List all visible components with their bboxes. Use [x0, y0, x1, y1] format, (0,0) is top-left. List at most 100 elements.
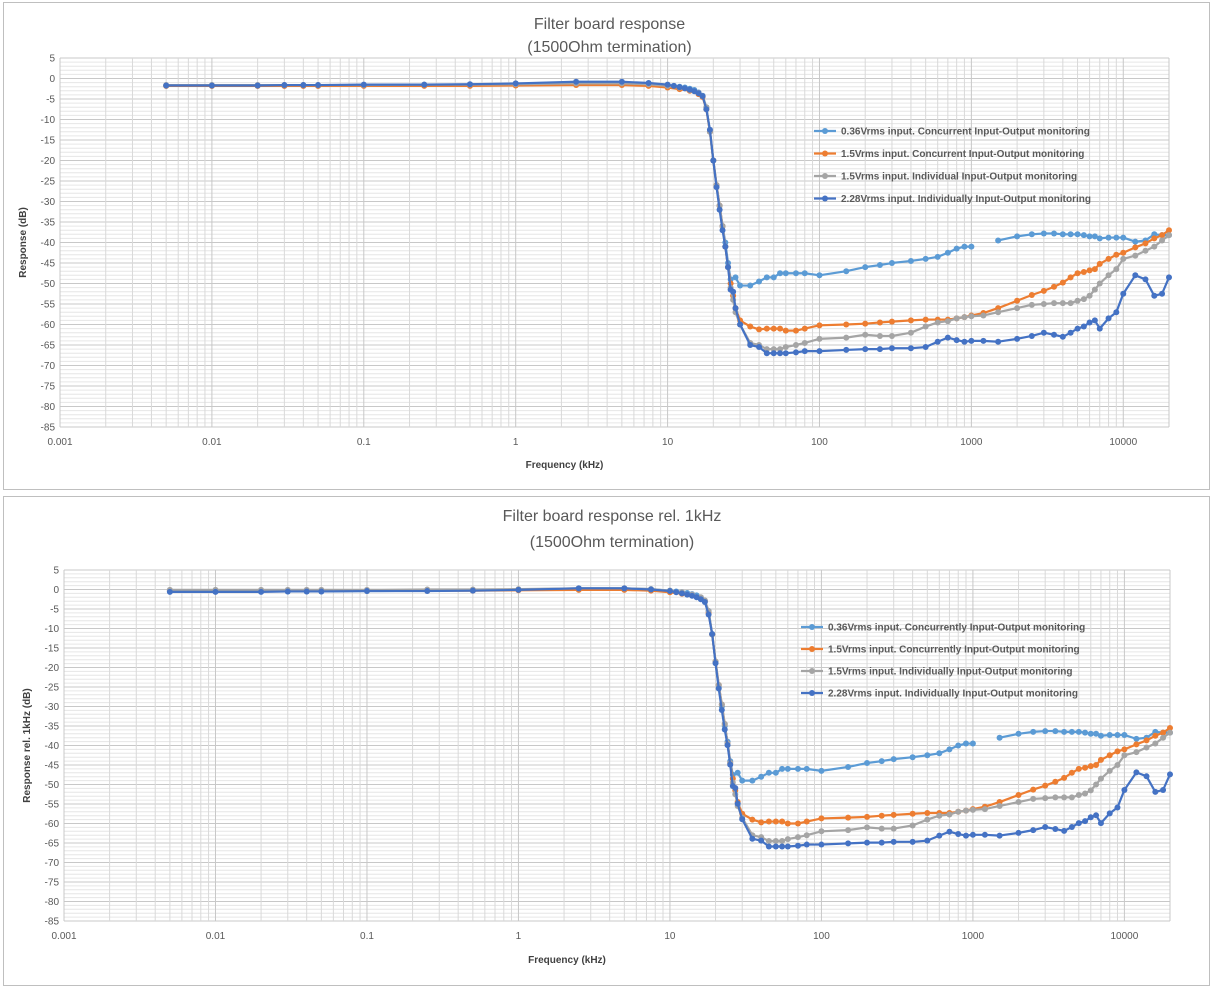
data-point	[713, 184, 720, 191]
data-point	[1167, 771, 1173, 778]
data-point	[1042, 824, 1049, 831]
x-tick-label: 10000	[1110, 931, 1138, 942]
data-point	[1096, 325, 1103, 332]
data-point	[1105, 255, 1112, 262]
data-point	[843, 268, 850, 275]
data-point	[862, 264, 869, 271]
data-point	[936, 832, 943, 839]
data-point	[710, 157, 717, 164]
data-point	[716, 206, 723, 213]
data-point	[779, 838, 786, 845]
legend-label: 0.36Vrms input. Concurrent Input-Output …	[841, 127, 1090, 138]
data-point	[955, 831, 962, 838]
data-point	[876, 332, 883, 339]
data-point	[961, 314, 968, 321]
data-point	[1106, 752, 1113, 759]
data-point	[1042, 795, 1049, 802]
data-point	[1166, 232, 1172, 239]
data-point	[1133, 735, 1140, 742]
data-point	[756, 344, 763, 351]
data-point	[1030, 827, 1037, 834]
data-point	[1106, 810, 1113, 817]
data-point	[772, 818, 779, 825]
data-point	[1096, 235, 1103, 242]
legend-marker	[809, 668, 815, 674]
legend-marker	[809, 690, 815, 696]
y-tick-label: -10	[45, 624, 60, 635]
x-tick-label: 1	[513, 437, 519, 448]
data-point	[701, 598, 708, 605]
data-point	[1087, 787, 1094, 794]
data-point	[980, 312, 987, 319]
data-point	[1132, 272, 1139, 279]
y-tick-label: -20	[41, 156, 56, 167]
legend-marker	[822, 128, 828, 134]
data-point	[862, 320, 869, 327]
data-point	[924, 752, 931, 759]
data-point	[777, 346, 784, 353]
data-point	[1059, 279, 1066, 286]
data-point	[1151, 243, 1158, 250]
data-point	[772, 769, 779, 776]
data-point	[1080, 232, 1087, 239]
data-point	[845, 827, 852, 834]
y-tick-label: -55	[41, 300, 56, 311]
legend-label: 0.36Vrms input. Concurrently Input-Outpu…	[828, 623, 1085, 634]
data-point	[1014, 297, 1021, 304]
data-point	[878, 839, 885, 846]
data-point	[818, 841, 825, 848]
x-tick-label: 1000	[962, 931, 985, 942]
legend-marker	[809, 624, 815, 630]
data-point	[1105, 315, 1112, 322]
data-point	[1132, 238, 1139, 245]
data-point	[969, 831, 976, 838]
data-point	[573, 78, 580, 85]
grid	[63, 569, 1171, 922]
data-point	[962, 807, 969, 814]
y-tick-label: -60	[41, 320, 56, 331]
data-point	[765, 769, 772, 776]
data-point	[424, 588, 431, 595]
data-point	[1114, 804, 1121, 811]
data-point	[666, 588, 673, 595]
data-point	[934, 253, 941, 260]
data-point	[1093, 762, 1100, 768]
data-point	[1093, 730, 1100, 737]
x-tick-label: 0.1	[357, 437, 371, 448]
data-point	[1075, 765, 1082, 772]
x-tick-label: 1	[516, 931, 522, 942]
data-point	[862, 331, 869, 338]
data-point	[968, 337, 975, 344]
data-point	[968, 313, 975, 320]
data-point	[792, 342, 799, 348]
y-tick-label: -70	[41, 361, 56, 372]
data-point	[621, 585, 628, 592]
data-point	[515, 586, 522, 593]
legend: 0.36Vrms input. Concurrently Input-Outpu…	[801, 623, 1085, 700]
data-point	[1061, 774, 1068, 781]
data-point	[1133, 769, 1140, 776]
data-point	[1106, 731, 1113, 738]
data-point	[792, 270, 799, 277]
data-point	[1093, 812, 1100, 819]
data-point	[816, 335, 823, 342]
data-point	[784, 765, 791, 772]
data-point	[254, 82, 261, 89]
data-point	[996, 734, 1003, 741]
data-point	[732, 305, 739, 312]
data-point	[909, 838, 916, 845]
data-point	[1151, 235, 1158, 242]
data-point	[1159, 290, 1166, 297]
x-tick-label: 100	[811, 437, 828, 448]
data-point	[1074, 325, 1081, 332]
data-point	[678, 590, 685, 597]
data-point	[1030, 795, 1037, 802]
data-point	[1067, 231, 1074, 238]
chart-panel-response: Filter board response (1500Ohm terminatio…	[3, 2, 1210, 490]
data-point	[763, 274, 770, 281]
data-point	[1113, 266, 1120, 273]
y-tick-label: -50	[45, 780, 60, 791]
x-tick-label: 0.01	[202, 437, 222, 448]
data-point	[1121, 746, 1128, 753]
data-point	[421, 81, 428, 88]
